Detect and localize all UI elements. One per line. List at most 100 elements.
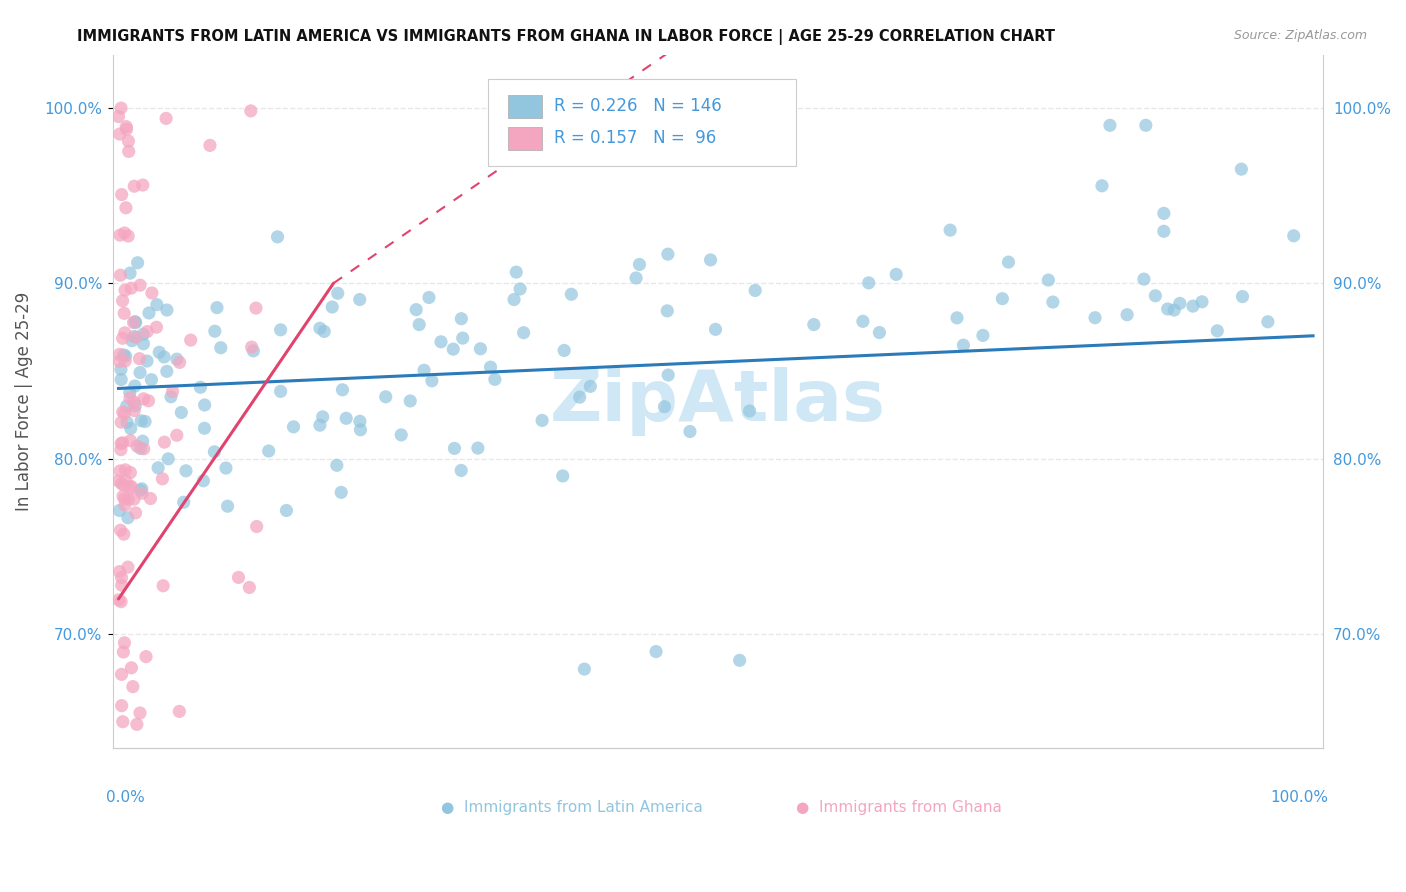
Point xyxy=(332,383,354,397)
Point xyxy=(115,201,138,215)
Point xyxy=(129,414,152,428)
Point xyxy=(110,667,132,681)
Point xyxy=(217,499,239,513)
Point xyxy=(108,127,131,141)
Point xyxy=(215,461,238,475)
Point xyxy=(744,284,766,298)
Point xyxy=(349,423,371,437)
Point xyxy=(972,328,994,343)
Point xyxy=(110,101,132,115)
Point xyxy=(209,341,232,355)
Point xyxy=(117,229,139,244)
Point xyxy=(114,406,136,420)
Point xyxy=(173,495,195,509)
Point xyxy=(132,336,155,351)
Point xyxy=(443,442,465,456)
Point xyxy=(122,492,145,507)
Point xyxy=(1157,301,1180,316)
Point xyxy=(146,460,169,475)
Point xyxy=(239,103,262,118)
Point xyxy=(803,318,825,332)
Point xyxy=(114,349,136,363)
Point xyxy=(129,442,152,456)
Point xyxy=(112,306,135,320)
Point xyxy=(114,636,136,650)
Point xyxy=(134,415,156,429)
Text: R = 0.157   N =  96: R = 0.157 N = 96 xyxy=(554,129,717,147)
Point xyxy=(120,466,142,480)
Point xyxy=(141,285,163,300)
Point xyxy=(257,444,280,458)
Point xyxy=(312,409,335,424)
Point xyxy=(120,481,142,495)
Point xyxy=(1135,118,1157,132)
Point xyxy=(132,442,155,456)
Point xyxy=(110,415,132,429)
Point xyxy=(141,373,163,387)
Point xyxy=(145,320,167,334)
Point xyxy=(1098,118,1121,132)
Point xyxy=(117,492,139,507)
Point xyxy=(160,390,183,404)
Point xyxy=(111,331,134,345)
Point xyxy=(1042,295,1064,310)
Point xyxy=(238,581,260,595)
Point xyxy=(115,474,138,488)
Point xyxy=(309,418,332,433)
Point xyxy=(120,434,142,448)
Point xyxy=(505,265,527,279)
Point xyxy=(228,570,250,584)
Point xyxy=(112,491,135,506)
Point xyxy=(1084,310,1107,325)
Point xyxy=(654,400,676,414)
Point xyxy=(117,134,139,148)
Point xyxy=(131,434,153,449)
Point xyxy=(111,578,134,592)
Point xyxy=(551,469,574,483)
Point xyxy=(118,145,141,159)
Point xyxy=(1153,224,1175,238)
Point xyxy=(679,425,702,439)
Point xyxy=(418,290,440,304)
Point xyxy=(146,298,169,312)
Point xyxy=(138,306,160,320)
Point xyxy=(579,379,602,393)
Point xyxy=(114,326,136,340)
Point xyxy=(166,352,188,367)
Point xyxy=(574,662,596,676)
Point xyxy=(270,323,292,337)
Point xyxy=(122,179,145,194)
Point xyxy=(193,474,215,488)
Point xyxy=(108,354,131,368)
Point xyxy=(110,442,132,457)
Point xyxy=(405,302,427,317)
Point xyxy=(131,482,153,496)
Point xyxy=(1116,308,1139,322)
Point xyxy=(108,565,131,579)
Point xyxy=(112,478,135,492)
Point xyxy=(162,384,184,399)
Point xyxy=(129,278,152,293)
Point xyxy=(245,301,267,315)
Point xyxy=(190,380,212,394)
Point xyxy=(509,282,531,296)
Point xyxy=(991,292,1014,306)
Point xyxy=(108,464,131,478)
Point xyxy=(450,311,472,326)
Point xyxy=(568,390,591,404)
Point xyxy=(628,257,651,271)
Point xyxy=(125,316,148,330)
Point xyxy=(122,316,145,330)
Point xyxy=(136,354,159,368)
Point xyxy=(128,351,150,366)
Point xyxy=(1282,228,1305,243)
Point xyxy=(1168,296,1191,310)
Point xyxy=(139,491,162,506)
Point xyxy=(349,293,371,307)
Point xyxy=(111,435,134,450)
Point xyxy=(484,372,506,386)
Point xyxy=(1144,289,1167,303)
Point xyxy=(430,334,453,349)
Point xyxy=(1206,324,1229,338)
Point xyxy=(122,329,145,343)
